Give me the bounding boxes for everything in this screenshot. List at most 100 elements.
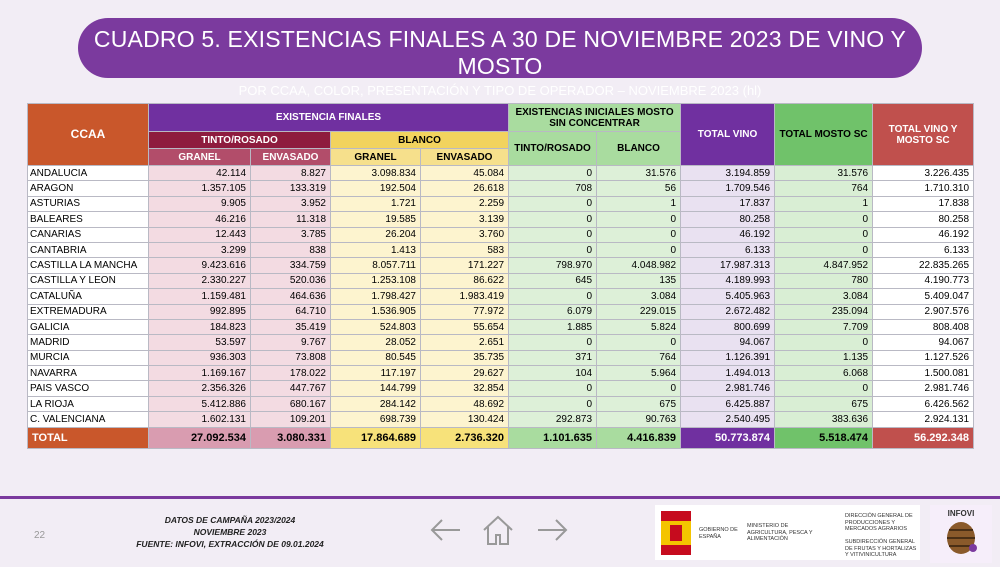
- region-cell: CANARIAS: [27, 226, 149, 243]
- value-cell: 0: [508, 211, 598, 228]
- value-cell: 284.142: [330, 395, 421, 413]
- value-cell: 0: [508, 288, 598, 305]
- value-cell: 9.423.616: [148, 257, 251, 274]
- value-cell: 0: [508, 380, 598, 397]
- value-cell: 1.983.419: [419, 288, 510, 305]
- value-cell: 1.159.481: [148, 288, 251, 305]
- value-cell: 1.536.905: [330, 303, 421, 320]
- value-cell: 1.101.635: [508, 426, 598, 449]
- region-cell: C. VALENCIANA: [27, 411, 149, 428]
- value-cell: 26.618: [419, 180, 510, 197]
- table-row: LA RIOJA 5.412.886 680.167 284.142 48.692 0 67…: [27, 395, 975, 413]
- value-cell: 3.785: [250, 226, 331, 243]
- region-cell: GALICIA: [27, 318, 149, 336]
- value-cell: 171.227: [419, 257, 510, 274]
- table-row: CASTILLA LA MANCHA 9.423.616 334.759 8.057.…: [27, 257, 975, 274]
- value-cell: 371: [508, 349, 598, 367]
- region-cell: ARAGON: [27, 180, 149, 197]
- value-cell: 6.133: [872, 241, 975, 259]
- region-cell: ASTURIAS: [27, 195, 149, 213]
- value-cell: 0: [508, 195, 598, 213]
- value-cell: 94.067: [872, 334, 975, 351]
- value-cell: 3.194.859: [680, 164, 776, 182]
- value-cell: 46.216: [148, 211, 251, 228]
- value-cell: 698.739: [330, 411, 421, 428]
- ministry-label: MINISTERIO DE AGRICULTURA, PESCA Y ALIME…: [747, 523, 813, 542]
- value-cell: 0: [774, 226, 874, 243]
- value-cell: 31.576: [774, 164, 874, 182]
- value-cell: 1.169.167: [148, 365, 251, 382]
- value-cell: 42.114: [148, 164, 251, 182]
- value-cell: 6.068: [774, 365, 874, 382]
- value-cell: 17.837: [680, 195, 776, 213]
- value-cell: 4.416.839: [596, 426, 682, 449]
- table-row: CANARIAS 12.443 3.785 26.204 3.760 0 0 46.192 0 4…: [27, 226, 975, 243]
- value-cell: 9.767: [250, 334, 331, 351]
- value-cell: 2.907.576: [872, 303, 975, 320]
- value-cell: 3.080.331: [250, 426, 331, 449]
- value-cell: 1.500.081: [872, 365, 975, 382]
- table-row: ANDALUCIA 42.114 8.827 3.098.834 45.084 0 31.5…: [27, 164, 975, 182]
- value-cell: 2.736.320: [419, 426, 510, 449]
- value-cell: 0: [596, 211, 682, 228]
- title-banner: CUADRO 5. EXISTENCIAS FINALES A 30 DE NO…: [78, 18, 922, 98]
- header-cell: TOTAL VINO Y MOSTO SC: [872, 103, 975, 166]
- value-cell: 27.092.534: [148, 426, 251, 449]
- value-cell: 292.873: [508, 411, 598, 428]
- value-cell: 3.760: [419, 226, 510, 243]
- value-cell: 464.636: [250, 288, 331, 305]
- infovi-logo: INFOVI: [930, 505, 992, 563]
- value-cell: 55.654: [419, 318, 510, 336]
- value-cell: 29.627: [419, 365, 510, 382]
- forward-arrow[interactable]: [536, 515, 570, 545]
- value-cell: 3.098.834: [330, 164, 421, 182]
- region-cell: LA RIOJA: [27, 395, 149, 413]
- value-cell: 645: [508, 272, 598, 290]
- table-row: PAIS VASCO 2.356.326 447.767 144.799 32.854 0…: [27, 380, 975, 397]
- value-cell: 2.356.326: [148, 380, 251, 397]
- value-cell: 0: [596, 380, 682, 397]
- value-cell: 56: [596, 180, 682, 197]
- value-cell: 46.192: [872, 226, 975, 243]
- value-cell: 80.545: [330, 349, 421, 367]
- header-cell: EXISTENCIAS INICIALES MOSTO SIN CONCENTR…: [508, 103, 682, 132]
- value-cell: 0: [774, 380, 874, 397]
- value-cell: 1.126.391: [680, 349, 776, 367]
- value-cell: 447.767: [250, 380, 331, 397]
- table-row: MADRID 53.597 9.767 28.052 2.651 0 0 94.067 0 94.…: [27, 334, 975, 351]
- value-cell: 17.987.313: [680, 257, 776, 274]
- value-cell: 35.419: [250, 318, 331, 336]
- separator: [0, 496, 1000, 499]
- value-cell: 2.672.482: [680, 303, 776, 320]
- value-cell: 35.735: [419, 349, 510, 367]
- value-cell: 780: [774, 272, 874, 290]
- value-cell: 1.798.427: [330, 288, 421, 305]
- value-cell: 48.692: [419, 395, 510, 413]
- back-arrow[interactable]: [428, 515, 462, 545]
- infovi-label: INFOVI: [947, 509, 975, 518]
- value-cell: 80.258: [680, 211, 776, 228]
- region-cell: CATALUÑA: [27, 288, 149, 305]
- value-cell: 1.135: [774, 349, 874, 367]
- value-cell: 8.057.711: [330, 257, 421, 274]
- value-cell: 12.443: [148, 226, 251, 243]
- directorate-label: DIRECCIÓN GENERAL DE PRODUCCIONES Y MERC…: [845, 513, 913, 532]
- value-cell: 17.864.689: [330, 426, 421, 449]
- value-cell: 80.258: [872, 211, 975, 228]
- value-cell: 229.015: [596, 303, 682, 320]
- total-row: TOTAL 27.092.534 3.080.331 17.864.689 2.736.…: [27, 426, 975, 449]
- value-cell: 77.972: [419, 303, 510, 320]
- value-cell: 53.597: [148, 334, 251, 351]
- header-cell: ENVASADO: [419, 148, 510, 166]
- value-cell: 5.412.886: [148, 395, 251, 413]
- value-cell: 583: [419, 241, 510, 259]
- value-cell: 764: [774, 180, 874, 197]
- value-cell: 0: [596, 226, 682, 243]
- value-cell: 22.835.265: [872, 257, 975, 274]
- region-cell: TOTAL: [27, 426, 149, 449]
- value-cell: 130.424: [419, 411, 510, 428]
- home-button[interactable]: [480, 512, 516, 548]
- value-cell: 0: [774, 334, 874, 351]
